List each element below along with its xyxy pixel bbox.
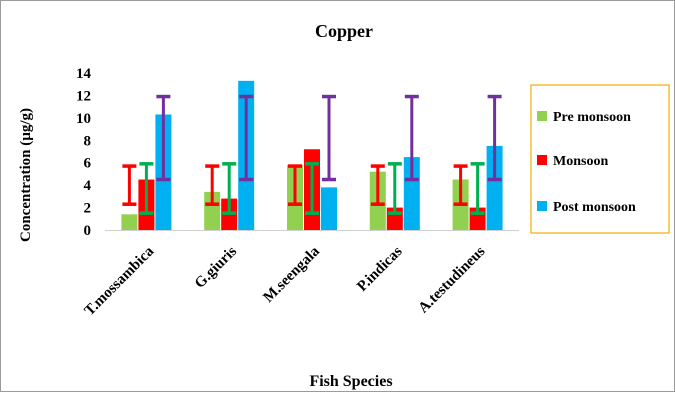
error-bar [370,164,385,206]
y-axis-label: Concentration (µg/g) [18,108,34,242]
legend: Pre monsoon Monsoon Post monsoon [530,84,670,234]
y-tick-label: 4 [84,178,92,194]
error-bar [322,94,336,182]
legend-swatch [537,155,547,165]
error-bar [222,162,237,215]
error-bar [139,162,154,215]
error-bar [122,164,137,206]
y-tick-label: 0 [84,223,92,239]
y-tick-label: 12 [76,88,91,104]
error-bar [156,94,171,182]
y-tick-label: 10 [76,111,91,127]
error-bar [305,162,319,215]
bar-post-monsoon [486,145,503,230]
error-bar [387,162,402,215]
error-bar [404,94,419,182]
legend-swatch [537,111,547,121]
chart-title: Copper [315,21,373,41]
legend-label: Monsoon [553,154,608,169]
bar-post-monsoon [403,157,420,230]
y-tick-label: 2 [84,201,92,217]
plot-area: 0 2 4 6 8 10 12 14 T.mossambica G.giuris M.seengal… [76,66,519,319]
bar-pre-monsoon [121,214,138,230]
y-tick-label: 14 [76,66,92,82]
legend-box [530,84,670,234]
error-bar [239,94,254,182]
y-tick-label: 6 [84,156,92,172]
legend-label: Pre monsoon [553,110,631,125]
x-tick-label: A.testudineus [416,243,489,316]
legend-swatch [537,201,547,211]
x-axis-label: Fish Species [309,373,392,390]
bar-pre-monsoon [204,191,221,230]
x-tick-label: T.mossambica [82,243,158,319]
x-tick-label: G.giuris [192,243,240,291]
error-bar [288,164,302,206]
x-tick-label: P.indicas [354,243,405,294]
y-tick-label: 8 [84,133,92,149]
bar-post-monsoon [321,187,337,230]
error-bar [453,164,468,206]
error-bar [470,162,485,215]
x-tick-label: M.seengala [261,243,324,306]
error-bar [205,164,220,206]
error-bar [487,94,502,182]
legend-label: Post monsoon [553,200,636,215]
